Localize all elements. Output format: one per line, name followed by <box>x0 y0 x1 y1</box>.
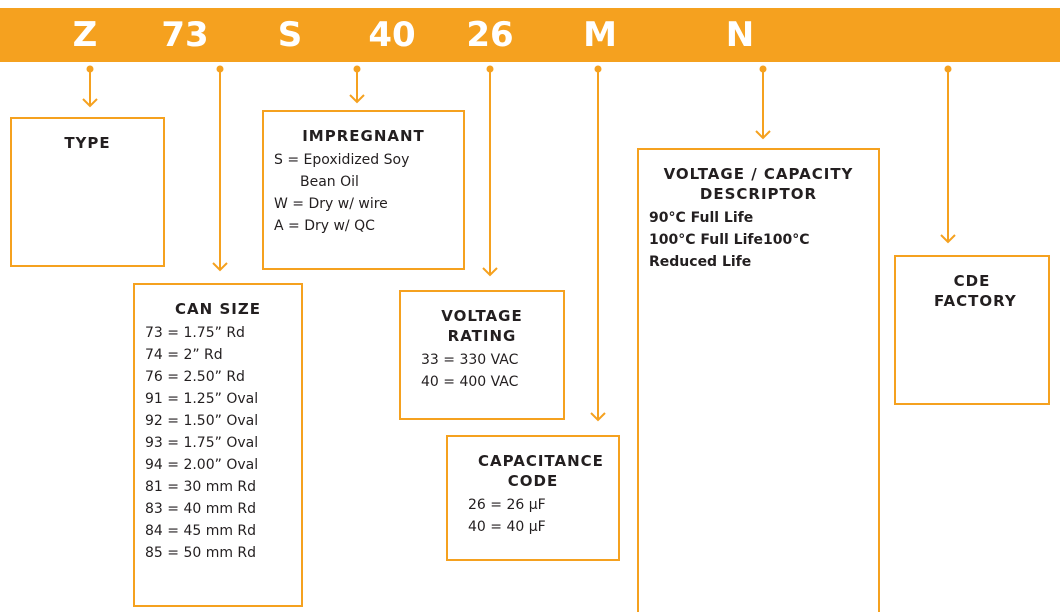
box-line: Bean Oil <box>300 174 359 190</box>
box-line: 74 = 2” Rd <box>145 347 223 363</box>
box-line: 100°C Full Life100°C <box>649 232 810 248</box>
box-line: 81 = 30 mm Rd <box>145 479 257 495</box>
box-title: VOLTAGE RATING <box>441 307 523 345</box>
box-line: 33 = 330 VAC <box>421 352 519 368</box>
code-letter: N <box>725 15 755 55</box>
code-letter: M <box>583 15 617 55</box>
box-line: 85 = 50 mm Rd <box>145 545 257 561</box>
code-box: TYPE <box>10 117 165 267</box>
code-box: IMPREGNANT S = Epoxidized Soy Bean Oil W = … <box>262 110 465 270</box>
code-box: CAPACITANCE CODE 26 = 26 µF 40 = 40 µF <box>446 435 620 561</box>
code-letter: 26 <box>466 15 514 55</box>
box-line: 76 = 2.50” Rd <box>145 369 245 385</box>
box-title: TYPE <box>64 134 111 152</box>
box-title: CAPACITANCE CODE <box>478 452 604 490</box>
box-line: 73 = 1.75” Rd <box>145 325 245 341</box>
code-box: CAN SIZE 73 = 1.75” Rd 74 = 2” Rd 76 = 2.50… <box>133 283 303 607</box>
code-letter: 40 <box>368 15 416 55</box>
code-box: VOLTAGE / CAPACITY DESCRIPTOR 90°C Full L… <box>637 148 880 612</box>
box-line: 40 = 400 VAC <box>421 374 519 390</box>
box-line: 92 = 1.50” Oval <box>145 413 259 429</box>
box-line: 93 = 1.75” Oval <box>145 435 259 451</box>
box-line: 91 = 1.25” Oval <box>145 391 259 407</box>
box-line: S = Epoxidized Soy <box>274 152 410 168</box>
box-title: IMPREGNANT <box>302 127 425 145</box>
box-line: 83 = 40 mm Rd <box>145 501 257 517</box>
box-line: 90°C Full Life <box>649 210 754 226</box>
box-line: 94 = 2.00” Oval <box>145 457 259 473</box>
box-line: Reduced Life <box>649 254 752 270</box>
box-line: 84 = 45 mm Rd <box>145 523 257 539</box>
box-title: CDE FACTORY <box>934 272 1017 310</box>
box-line: A = Dry w/ QC <box>274 218 375 234</box>
box-line: W = Dry w/ wire <box>274 196 388 212</box>
box-line: 40 = 40 µF <box>468 519 546 535</box>
code-letter: Z <box>72 15 98 55</box>
header-bar <box>0 8 1060 62</box>
code-letter: 73 <box>161 15 209 55</box>
box-line: 26 = 26 µF <box>468 497 546 513</box>
code-box: VOLTAGE RATING 33 = 330 VAC 40 = 400 VAC <box>399 290 565 420</box>
code-box: CDE FACTORY <box>894 255 1050 405</box>
code-letter: S <box>277 15 303 55</box>
box-title: CAN SIZE <box>175 300 261 318</box>
box-title: VOLTAGE / CAPACITY DESCRIPTOR <box>663 165 854 203</box>
